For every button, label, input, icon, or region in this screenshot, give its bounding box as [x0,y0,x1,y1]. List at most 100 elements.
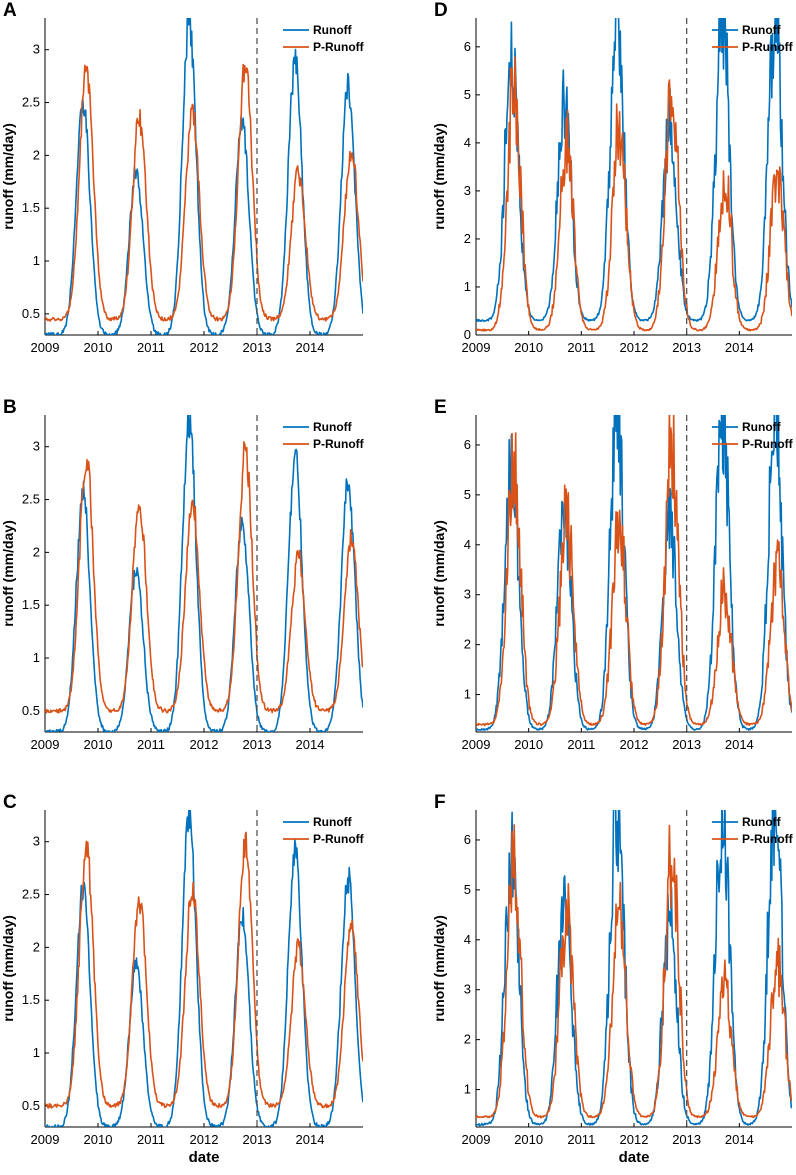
panel-d-legend-label-runoff: Runoff [742,23,782,37]
panel-d-legend-label-p-runoff: P-Runoff [742,40,794,54]
panel-a-series-p-runoff [45,63,363,322]
panel-e-legend-label-runoff: Runoff [742,420,782,434]
panel-b-ytick-label: 1 [33,650,40,665]
panel-f-xtick-label: 2014 [725,1132,754,1147]
panel-a-xtick-label: 2009 [31,340,60,355]
panel-b-xtick-label: 2012 [190,737,219,752]
panel-e-series-runoff [476,415,792,731]
panel-d-ytick-label: 1 [464,279,471,294]
panel-b-legend-label-runoff: Runoff [313,420,353,434]
panel-c-xlabel: date [189,1149,220,1166]
panel-f-xlabel: date [619,1149,650,1166]
panel-a: A 0.5 1 1.5 2 2.5 3 2009 2010 2011 2012 2013 2014 run… [0,0,365,355]
panel-c-label: C [3,792,17,813]
panel-a-ylabel: runoff (mm/day) [0,123,16,230]
panel-d-ytick-label: 4 [464,135,471,150]
panel-e-xtick-label: 2011 [567,737,595,752]
panel-a-ytick-label: 1.5 [22,200,40,215]
panel-b-xtick-label: 2013 [243,737,272,752]
panel-e-xtick-label: 2013 [672,737,701,752]
panel-d-ytick-label: 2 [464,231,471,246]
panel-f-xtick-label: 2013 [672,1132,701,1147]
panel-a-legend-label-runoff: Runoff [313,23,353,37]
panel-f-ytick-label: 6 [464,832,471,847]
panel-e-data [476,415,792,731]
panel-d-xtick-label: 2011 [567,340,595,355]
panel-c-ytick-label: 1 [33,1045,40,1060]
panel-b-ytick-label: 1.5 [22,597,40,612]
panel-d-data [476,18,792,332]
panel-c-series-runoff [45,810,363,1127]
panel-a-xtick-label: 2012 [190,340,219,355]
panel-b-ytick-label: 2.5 [22,492,40,507]
panel-c-legend-label-p-runoff: P-Runoff [313,832,365,846]
panel-f: F 1 2 3 4 5 6 2009 2010 2011 2012 2013 2014 runoff (m… [431,792,794,1166]
panel-e-legend-label-p-runoff: P-Runoff [742,437,794,451]
panel-c-ytick-label: 2 [33,939,40,954]
panel-e-xtick-label: 2010 [514,737,543,752]
panel-c-xtick-label: 2013 [243,1132,272,1147]
panel-d: D 0 1 2 3 4 5 6 2009 2010 2011 2012 2013 2014 runoff (… [431,0,794,355]
panel-c-legend-label-runoff: Runoff [313,815,353,829]
panel-e-ytick-label: 6 [464,437,471,452]
panel-d-series-p-runoff [476,56,792,332]
panel-f-ytick-label: 2 [464,1032,471,1047]
panel-a-label: A [3,0,17,21]
panel-a-xtick-label: 2014 [296,340,325,355]
panel-e-ylabel: runoff (mm/day) [431,520,447,627]
panel-f-data [476,810,792,1127]
panel-c-xtick-label: 2014 [296,1132,325,1147]
panel-c-xtick-label: 2011 [137,1132,165,1147]
panel-e-ytick-label: 2 [464,637,471,652]
panel-c-xtick-label: 2009 [31,1132,60,1147]
panel-d-ytick-label: 3 [464,183,471,198]
panel-f-xtick-label: 2009 [462,1132,491,1147]
panel-b-xtick-label: 2010 [84,737,113,752]
panel-b: B 0.5 1 1.5 2 2.5 3 2009 2010 2011 2012 2013 2014 run… [0,397,365,752]
panel-f-xtick-label: 2010 [514,1132,543,1147]
panel-e-xtick-label: 2009 [462,737,491,752]
panel-d-xtick-label: 2013 [672,340,701,355]
panel-e-series-p-runoff [476,415,792,727]
panel-d-xtick-label: 2010 [514,340,543,355]
panel-a-xtick-label: 2013 [243,340,272,355]
panel-f-ytick-label: 3 [464,982,471,997]
panel-d-ytick-label: 6 [464,39,471,54]
panel-b-xtick-label: 2009 [31,737,60,752]
panel-f-legend-label-p-runoff: P-Runoff [742,832,794,846]
panel-e-xtick-label: 2012 [620,737,649,752]
panel-a-ytick-label: 0.5 [22,306,40,321]
panel-b-ytick-label: 3 [33,439,40,454]
panel-a-xtick-label: 2010 [84,340,113,355]
panel-d-ytick-label: 5 [464,87,471,102]
panel-b-xtick-label: 2014 [296,737,325,752]
panel-c-ytick-label: 3 [33,834,40,849]
panel-a-ytick-label: 2.5 [22,95,40,110]
panel-f-ytick-label: 5 [464,882,471,897]
panel-c-ytick-label: 0.5 [22,1098,40,1113]
panel-f-xtick-label: 2012 [620,1132,649,1147]
panel-a-data [45,18,363,335]
panel-b-series-p-runoff [45,441,363,714]
panel-f-ytick-label: 1 [464,1082,471,1097]
panel-d-label: D [434,0,448,21]
panel-e-ytick-label: 4 [464,537,471,552]
panel-e-xtick-label: 2014 [725,737,754,752]
panel-a-ytick-label: 3 [33,42,40,57]
panel-c-ytick-label: 2.5 [22,887,40,902]
panel-e-ytick-label: 3 [464,587,471,602]
panel-b-xtick-label: 2011 [137,737,165,752]
panel-c-ytick-label: 1.5 [22,992,40,1007]
panel-b-data [45,415,363,732]
panel-a-ytick-label: 2 [33,147,40,162]
panel-b-ytick-label: 0.5 [22,703,40,718]
panel-f-legend-label-runoff: Runoff [742,815,782,829]
panel-b-legend-label-p-runoff: P-Runoff [313,437,365,451]
panel-c: C 0.5 1 1.5 2 2.5 3 2009 2010 2011 2012 2013 2014 run… [0,792,365,1166]
panel-f-label: F [434,792,446,813]
panel-f-series-p-runoff [476,824,792,1119]
panel-a-legend-label-p-runoff: P-Runoff [313,40,365,54]
panel-e: E 1 2 3 4 5 6 2009 2010 2011 2012 2013 2014 runoff (m… [431,397,794,752]
panel-c-ylabel: runoff (mm/day) [0,915,16,1022]
panel-f-xtick-label: 2011 [567,1132,595,1147]
